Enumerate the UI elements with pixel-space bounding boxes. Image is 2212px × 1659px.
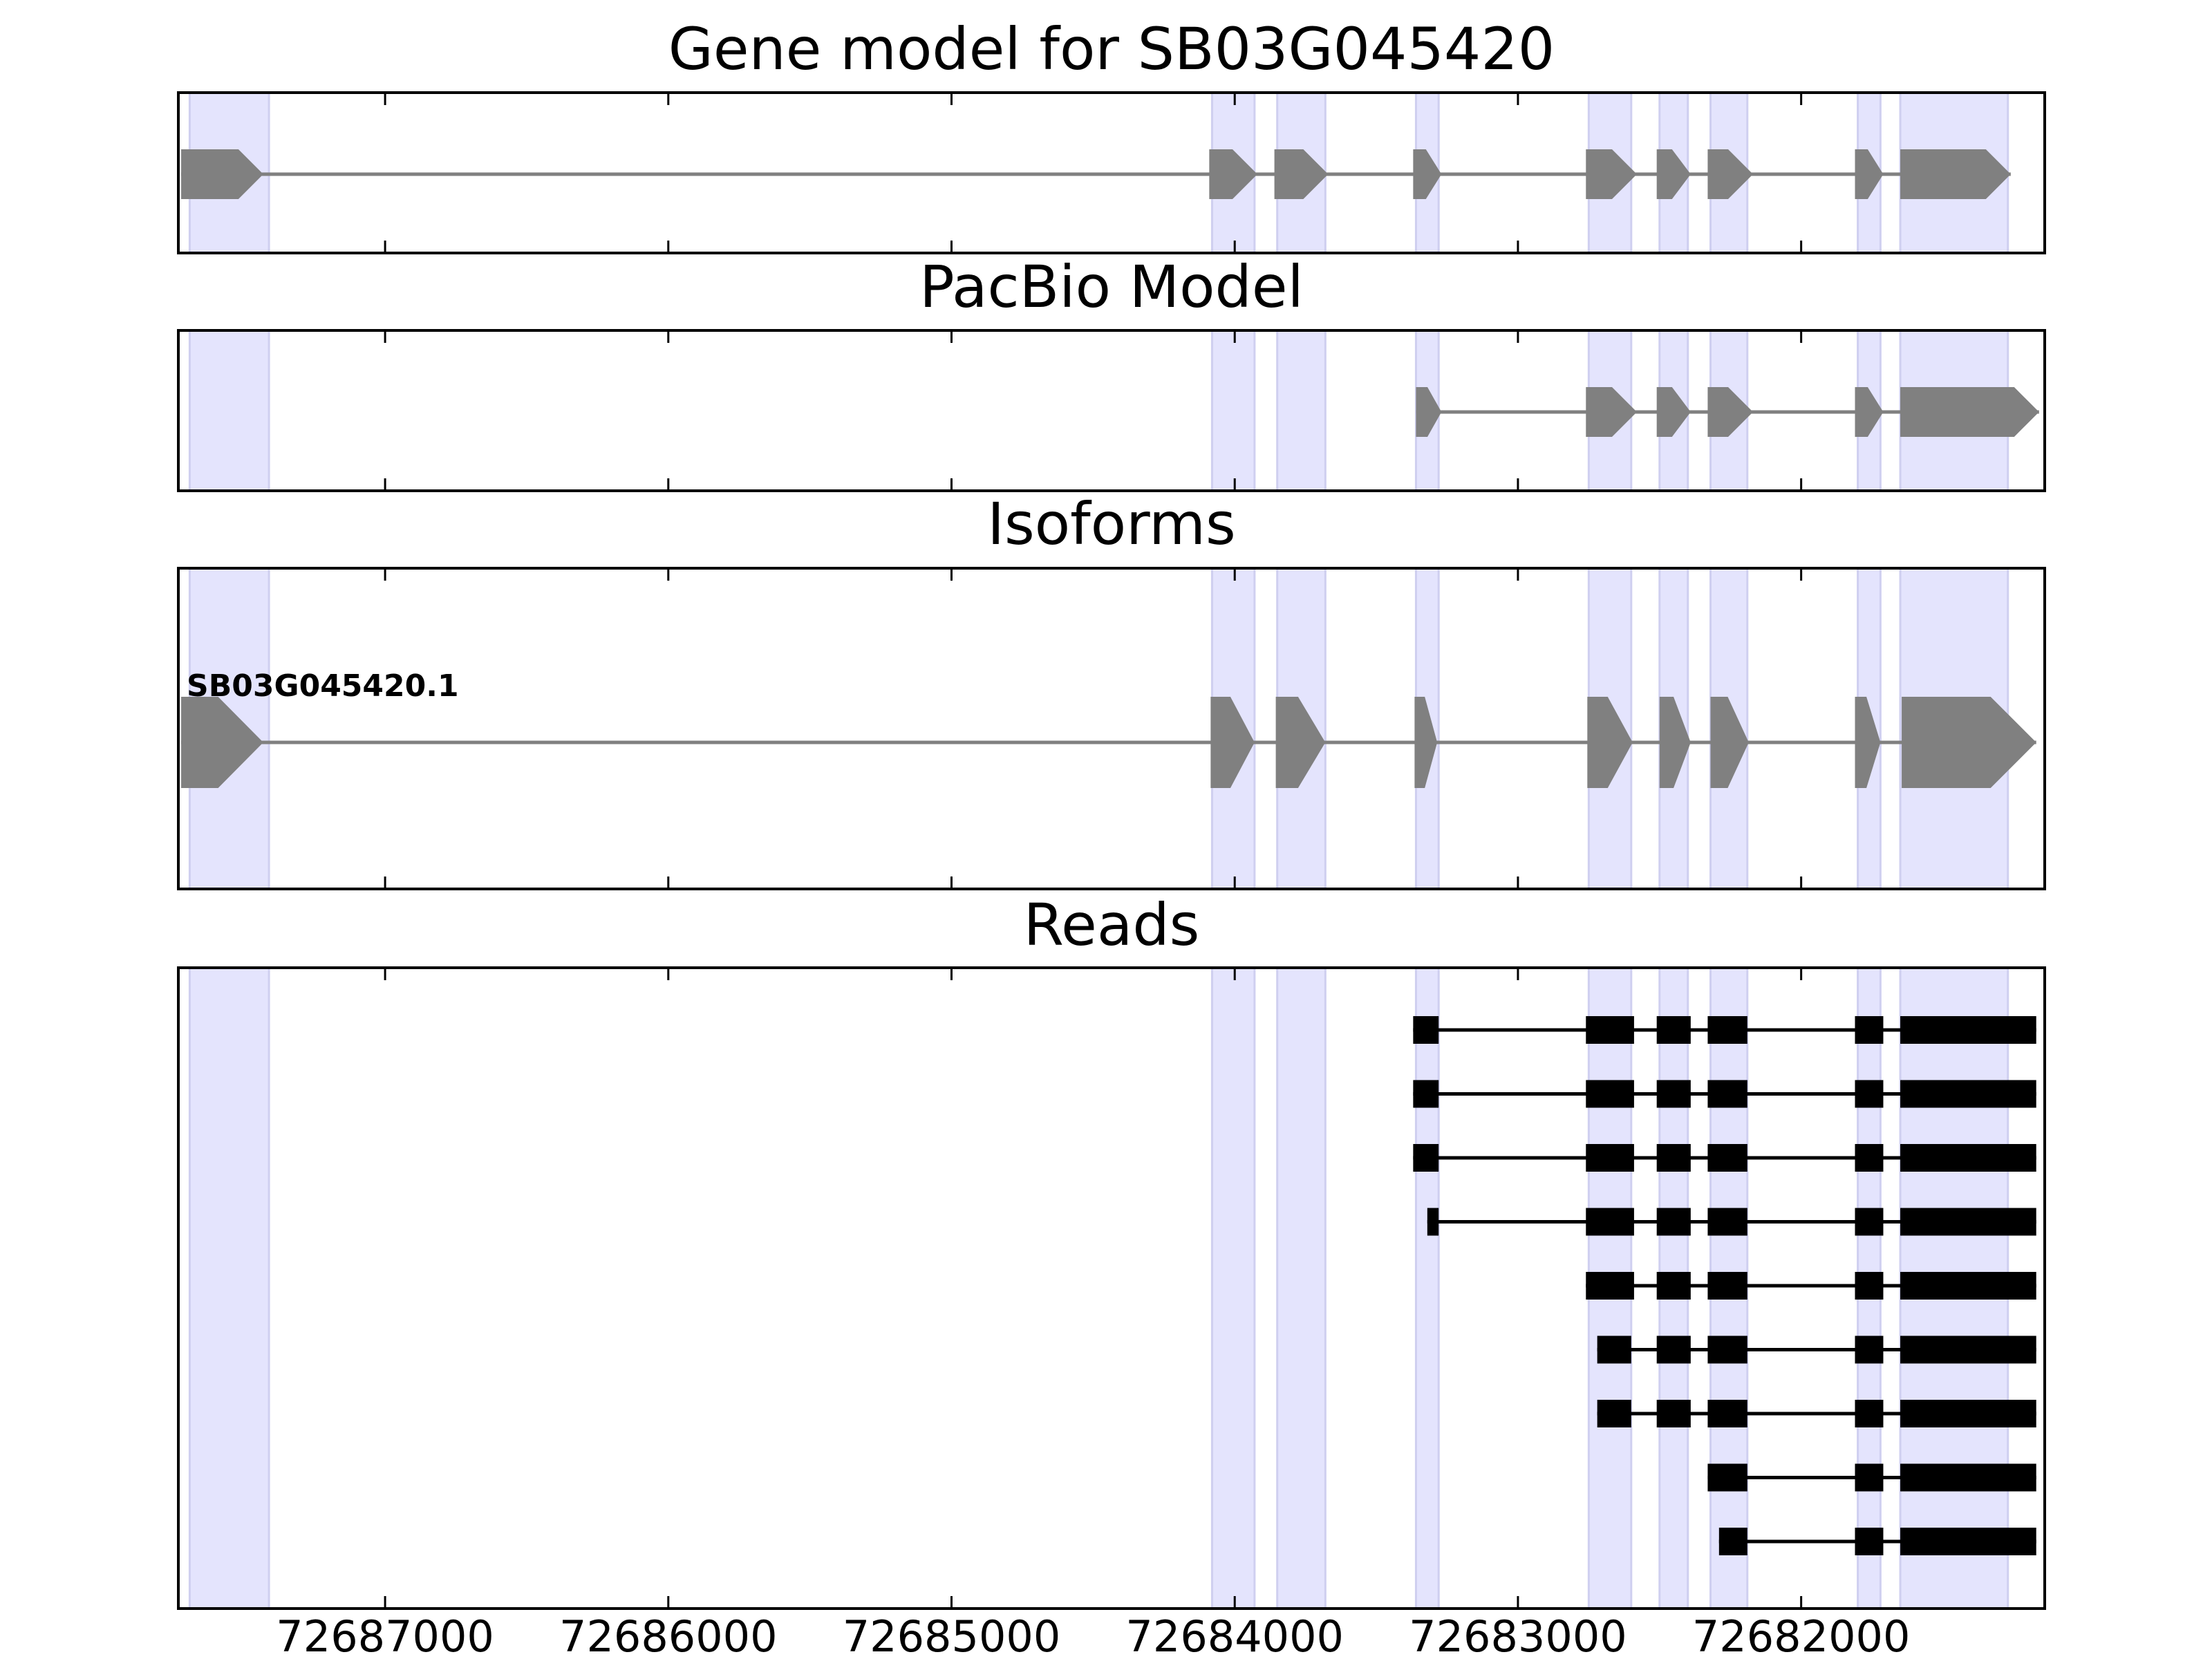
read-exon-block xyxy=(1597,1335,1631,1364)
panel-title-reads: Reads xyxy=(1024,891,1200,959)
read-exon-block xyxy=(1855,1144,1884,1172)
exon-arrow xyxy=(1210,697,1255,788)
x-tick-label: 72684000 xyxy=(1125,1611,1344,1659)
exon-arrow xyxy=(1656,149,1691,199)
exon-arrow xyxy=(1586,149,1638,199)
read-exon-block xyxy=(1586,1144,1634,1172)
read-exon-block xyxy=(1586,1272,1634,1300)
panel-title-pacbio-model: PacBio Model xyxy=(919,253,1304,321)
exon-arrow xyxy=(1707,149,1753,199)
exon-arrow xyxy=(1710,697,1749,788)
read-exon-block xyxy=(1707,1144,1747,1172)
read-exon-block xyxy=(1900,1208,2036,1236)
exon-arrow xyxy=(1416,387,1442,437)
exon-arrow xyxy=(1855,387,1884,437)
read-exon-block xyxy=(1855,1208,1884,1236)
exon-shade-band xyxy=(1210,966,1256,1610)
exon-arrow xyxy=(1902,697,2036,788)
x-tick-label: 72687000 xyxy=(276,1611,494,1659)
read-exon-block xyxy=(1900,1272,2036,1300)
read-exon-block xyxy=(1656,1400,1691,1427)
panel-title-gene-model: Gene model for SB03G045420 xyxy=(668,15,1555,83)
read-exon-block xyxy=(1855,1080,1884,1108)
read-exon-block xyxy=(1707,1208,1747,1236)
read-exon-block xyxy=(1656,1144,1691,1172)
read-exon-block xyxy=(1586,1208,1634,1236)
exon-shade-band xyxy=(188,329,270,492)
read-exon-block xyxy=(1707,1016,1747,1044)
isoform-label: SB03G045420.1 xyxy=(187,668,459,704)
read-exon-block xyxy=(1707,1400,1747,1427)
read-exon-block xyxy=(1707,1335,1747,1364)
read-exon-block xyxy=(1656,1272,1691,1300)
exon-arrow xyxy=(1414,697,1438,788)
read-exon-block xyxy=(1586,1080,1634,1108)
x-tick-label: 72683000 xyxy=(1409,1611,1627,1659)
read-exon-block xyxy=(1855,1528,1884,1555)
read-exon-block xyxy=(1855,1463,1884,1492)
read-exon-block xyxy=(1855,1016,1884,1044)
read-exon-block xyxy=(1656,1016,1691,1044)
read-exon-block xyxy=(1413,1016,1439,1044)
read-exon-block xyxy=(1707,1463,1747,1492)
read-exon-block xyxy=(1707,1272,1747,1300)
exon-arrow xyxy=(1586,387,1638,437)
exon-shade-band xyxy=(1414,966,1440,1610)
exon-shade-band xyxy=(1276,329,1327,492)
read-exon-block xyxy=(1656,1208,1691,1236)
exon-arrow xyxy=(1659,697,1691,788)
exon-arrow xyxy=(1275,697,1326,788)
read-exon-block xyxy=(1656,1080,1691,1108)
exon-arrow xyxy=(1209,149,1258,199)
exon-arrow xyxy=(1587,697,1633,788)
exon-arrow xyxy=(1900,387,2039,437)
read-exon-block xyxy=(1900,1144,2036,1172)
exon-arrow xyxy=(1855,149,1884,199)
exon-arrow xyxy=(1707,387,1753,437)
read-exon-block xyxy=(1597,1400,1631,1427)
exon-arrow xyxy=(1656,387,1691,437)
panel-frame-isoforms xyxy=(177,567,2046,890)
read-exon-block xyxy=(1413,1080,1439,1108)
read-exon-block xyxy=(1855,1400,1884,1427)
read-exon-block xyxy=(1900,1528,2036,1555)
read-exon-block xyxy=(1707,1080,1747,1108)
read-exon-block xyxy=(1900,1335,2036,1364)
exon-arrow xyxy=(1413,149,1442,199)
read-exon-block xyxy=(1855,1272,1884,1300)
read-exon-block xyxy=(1718,1528,1747,1555)
exon-shade-band xyxy=(1276,966,1327,1610)
read-exon-block xyxy=(1900,1463,2036,1492)
x-tick-label: 72682000 xyxy=(1692,1611,1911,1659)
exon-shade-band xyxy=(1210,329,1256,492)
panel-title-isoforms: Isoforms xyxy=(987,490,1236,558)
panel-frame-reads xyxy=(177,966,2046,1610)
read-exon-block xyxy=(1586,1016,1634,1044)
exon-shade-band xyxy=(188,966,270,1610)
read-exon-block xyxy=(1855,1335,1884,1364)
exon-arrow xyxy=(1900,149,2011,199)
x-tick-label: 72685000 xyxy=(843,1611,1061,1659)
exon-arrow xyxy=(181,697,263,788)
read-exon-block xyxy=(1900,1400,2036,1427)
x-tick-label: 72686000 xyxy=(559,1611,778,1659)
panel-frame-pacbio-model xyxy=(177,329,2046,492)
exon-arrow xyxy=(1855,697,1881,788)
read-exon-block xyxy=(1900,1080,2036,1108)
exon-arrow xyxy=(1274,149,1329,199)
read-exon-block xyxy=(1900,1016,2036,1044)
exon-arrow xyxy=(181,149,263,199)
panel-frame-gene-model xyxy=(177,91,2046,254)
read-exon-block xyxy=(1656,1335,1691,1364)
read-exon-block xyxy=(1413,1144,1439,1172)
read-exon-block xyxy=(1427,1208,1439,1236)
